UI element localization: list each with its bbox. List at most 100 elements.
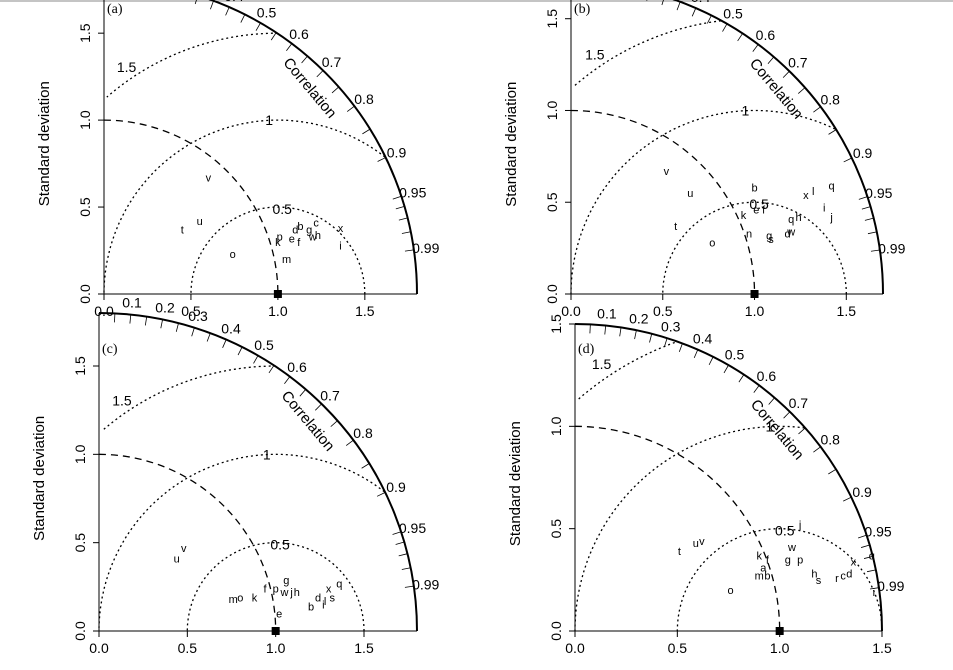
correlation-tick — [347, 106, 354, 111]
data-point-g: g — [283, 575, 289, 587]
data-point-t: t — [678, 546, 681, 558]
rms-contour-label: 1.5 — [117, 59, 137, 75]
data-point-e: e — [753, 205, 759, 217]
panel-label: (b) — [574, 2, 591, 17]
y-tick-label: 1.0 — [72, 444, 88, 464]
y-tick-label: 1.5 — [544, 9, 560, 29]
correlation-tick — [679, 343, 682, 351]
correlation-tick — [867, 570, 876, 572]
correlation-tick — [813, 107, 820, 112]
y-tick-label: 1.0 — [548, 416, 564, 436]
data-point-s: s — [816, 575, 822, 587]
rms-contour-label: 1.5 — [585, 46, 605, 62]
data-point-f: f — [297, 237, 301, 249]
x-tick-label: 0.0 — [561, 303, 581, 319]
x-tick-label: 1.5 — [354, 640, 374, 656]
rms-contour-label: 0.5 — [270, 536, 290, 552]
x-tick-label: 1.0 — [770, 640, 790, 656]
correlation-tick — [828, 469, 836, 474]
correlation-tick — [332, 87, 339, 93]
y-axis-title: Standard deviation — [503, 82, 520, 207]
data-point-l: l — [812, 186, 814, 198]
correlation-label: 0.4 — [691, 0, 711, 5]
correlation-tick — [254, 356, 259, 364]
correlation-label: 0.99 — [412, 240, 439, 256]
reference-point — [272, 627, 280, 635]
outer-correlation-arc — [99, 313, 417, 631]
correlation-tick — [145, 317, 146, 326]
correlation-label: 0.8 — [353, 425, 373, 441]
panel-label: (a) — [107, 2, 123, 17]
reference-sd-arc — [571, 110, 755, 294]
data-point-x: x — [803, 190, 809, 202]
correlation-tick — [378, 158, 386, 162]
correlation-label: 0.3 — [188, 308, 208, 324]
y-tick-label: 1.5 — [548, 314, 564, 334]
correlation-label: 0.6 — [756, 27, 776, 43]
correlation-tick — [241, 14, 245, 22]
y-tick-label: 0.5 — [548, 519, 564, 539]
rms-contour — [571, 111, 835, 295]
data-point-s: s — [768, 234, 774, 246]
correlation-tick — [724, 365, 729, 373]
correlation-label: 0.5 — [257, 5, 277, 21]
correlation-label: 0.3 — [661, 319, 681, 335]
data-point-q: q — [788, 214, 794, 226]
correlation-label: 0.9 — [387, 144, 407, 160]
outer-correlation-arc — [104, 0, 417, 294]
correlation-label: 0.5 — [723, 5, 743, 21]
x-tick-label: 0.5 — [653, 303, 673, 319]
x-tick-label: 1.0 — [266, 640, 286, 656]
correlation-tick — [635, 330, 637, 339]
correlation-tick — [402, 232, 411, 234]
data-point-j: j — [289, 587, 292, 599]
correlation-label: 0.95 — [399, 185, 426, 201]
data-point-b: b — [297, 221, 303, 233]
x-tick-label: 1.5 — [355, 303, 375, 319]
correlation-label: 0.6 — [287, 359, 307, 375]
correlation-tick — [226, 7, 230, 15]
correlation-label: 0.2 — [629, 310, 649, 326]
data-point-j: j — [798, 520, 801, 532]
correlation-tick — [650, 334, 652, 343]
data-point-q2: q — [829, 181, 835, 193]
correlation-tick — [300, 389, 306, 396]
correlation-label: 0.99 — [877, 578, 904, 594]
data-point-b: b — [751, 183, 757, 195]
x-tick-label: 0.0 — [565, 640, 585, 656]
data-point-i: i — [873, 587, 875, 599]
rms-contour-label: 1 — [766, 418, 774, 434]
data-point-s: s — [329, 592, 335, 604]
correlation-tick — [798, 88, 805, 94]
correlation-tick — [176, 323, 178, 332]
outer-correlation-arc — [571, 0, 883, 294]
data-point-t: t — [674, 221, 677, 233]
panel-label: (d) — [578, 342, 595, 357]
data-point-v: v — [181, 543, 187, 555]
data-point-x: x — [338, 223, 344, 235]
y-tick-label: 1.5 — [77, 23, 93, 43]
data-point-u: u — [687, 188, 693, 200]
data-point-p: p — [273, 584, 279, 596]
data-point-f: f — [264, 584, 268, 596]
correlation-label: 0.7 — [320, 387, 340, 403]
correlation-label: 0.7 — [789, 395, 809, 411]
data-point-u: u — [693, 538, 699, 550]
correlation-tick — [692, 8, 696, 16]
reference-sd-arc — [99, 454, 276, 631]
correlation-label: 0.95 — [865, 185, 892, 201]
correlation-label: 0.8 — [354, 91, 374, 107]
correlation-tick — [317, 70, 323, 76]
y-tick-label: 1.0 — [544, 101, 560, 121]
correlation-tick — [331, 421, 338, 427]
data-point-u: u — [197, 216, 203, 228]
panel-label: (c) — [102, 342, 118, 357]
correlation-tick — [284, 377, 289, 384]
correlation-tick — [813, 447, 820, 452]
correlation-tick — [605, 326, 606, 335]
data-point-u: u — [174, 554, 180, 566]
correlation-label: 0.4 — [693, 331, 713, 347]
data-point-g: g — [785, 554, 791, 566]
